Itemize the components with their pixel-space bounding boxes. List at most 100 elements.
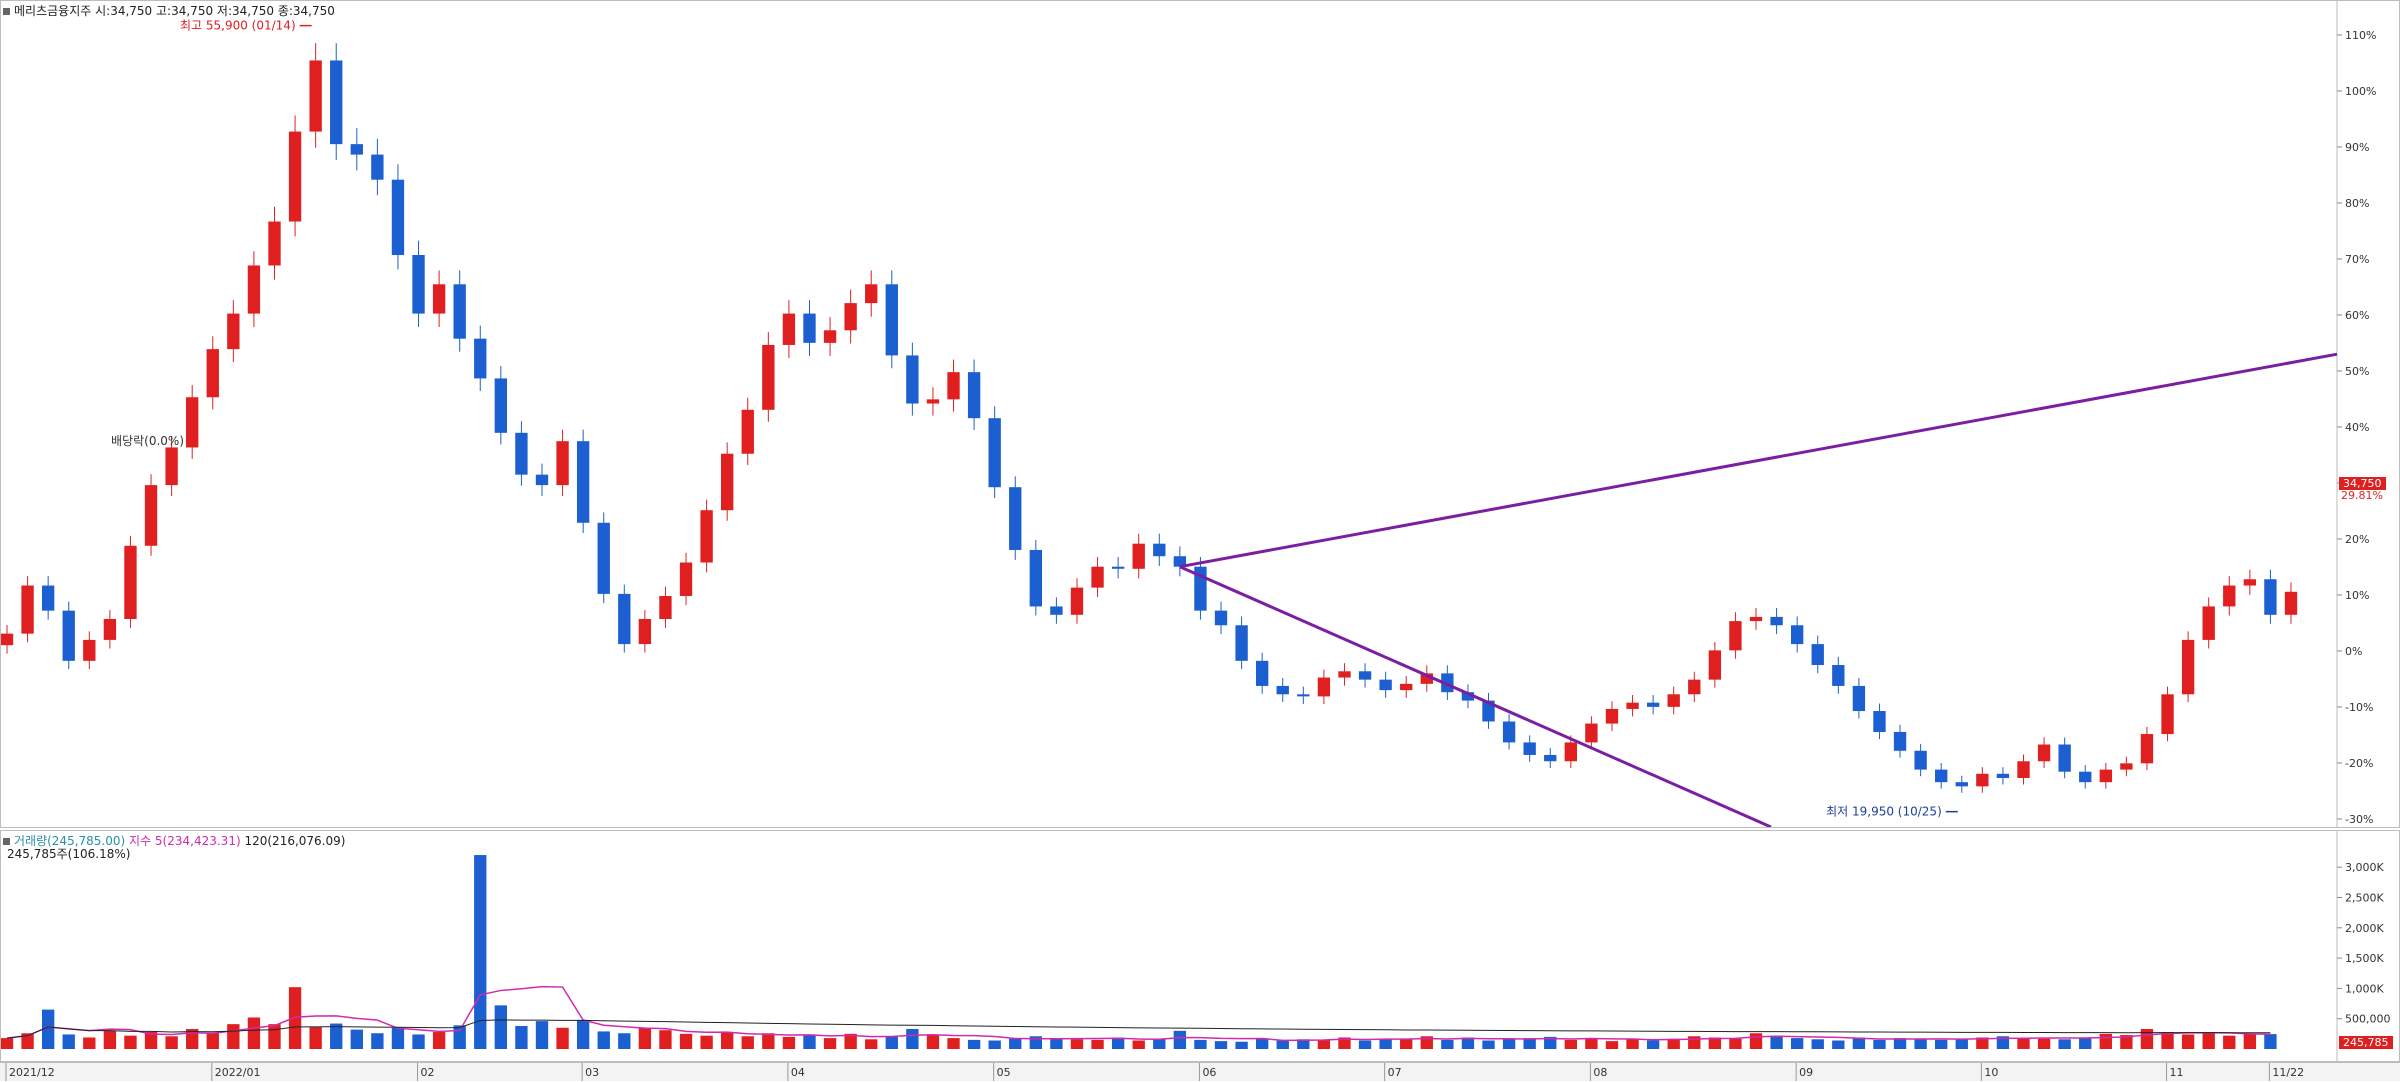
price-tick-label: 40%	[2345, 421, 2369, 434]
volume-bar	[494, 1005, 508, 1049]
candle-body	[1832, 665, 1845, 686]
volume-bar	[1420, 1036, 1433, 1049]
candle-body	[1441, 673, 1454, 693]
candle-body	[1153, 543, 1166, 557]
volume-bar	[1029, 1036, 1043, 1049]
candle-body	[515, 432, 528, 475]
volume-bar	[597, 1031, 610, 1049]
candle-body	[906, 355, 919, 404]
candle-body	[1873, 711, 1886, 732]
candle-body	[926, 399, 940, 404]
price-tick-label: -20%	[2345, 757, 2373, 770]
volume-bar	[1688, 1036, 1701, 1049]
candle-body	[186, 397, 199, 448]
candle-body	[1029, 549, 1043, 607]
candle-body	[885, 284, 898, 356]
volume-bar	[1, 1038, 14, 1049]
candle-body	[1729, 621, 1742, 651]
volume-tick-label: 1,000K	[2345, 982, 2384, 995]
candle-body	[988, 418, 1001, 488]
candle-body	[1420, 673, 1433, 684]
volume-bar	[659, 1030, 672, 1049]
volume-bar	[1276, 1040, 1289, 1049]
candle-body	[1255, 660, 1269, 686]
volume-bar	[1955, 1039, 1968, 1049]
volume-header: 거래량(245,785.00) 지수 5(234,423.31) 120(216…	[3, 832, 345, 849]
candle-body	[741, 409, 754, 454]
price-chart: 110%100%90%80%70%60%50%40%30%20%10%0%-10…	[1, 1, 2376, 827]
candle-body	[2099, 769, 2112, 783]
current-change-label: 29.81%	[2341, 489, 2383, 502]
volume-bar	[926, 1035, 940, 1049]
candle-body	[1173, 556, 1187, 567]
volume-bar	[1790, 1038, 1804, 1049]
candle-body	[1502, 721, 1516, 743]
candle-body	[2284, 591, 2298, 615]
volume-bar	[2058, 1039, 2071, 1049]
volume-bar	[2079, 1037, 2092, 1049]
volume-tick-label: 1,500K	[2345, 952, 2384, 965]
price-tick-label: 60%	[2345, 309, 2369, 322]
candle-body	[21, 585, 34, 634]
current-price-box: 34,750	[2339, 477, 2386, 490]
volume-bar	[288, 987, 302, 1049]
upper-trend-line	[1179, 352, 2338, 569]
volume-bar	[2181, 1034, 2195, 1049]
stock-name: 메리츠금융지주	[14, 4, 92, 18]
candle-body	[1688, 679, 1701, 695]
candle-body	[2120, 763, 2133, 770]
volume-bar	[412, 1034, 425, 1049]
volume-bar	[165, 1036, 178, 1049]
price-tick-label: 90%	[2345, 141, 2369, 154]
candle-body	[1708, 650, 1722, 680]
candle-body	[1585, 723, 1598, 743]
volume-bar	[741, 1036, 754, 1049]
candle-body	[762, 344, 775, 410]
candle-body	[1893, 731, 1907, 751]
candle-body	[247, 265, 261, 314]
volume-bar	[1585, 1038, 1598, 1049]
candle-body	[2223, 585, 2236, 607]
candle-body	[474, 338, 487, 379]
volume-bar	[2161, 1032, 2174, 1049]
low-label: 저:34,750	[216, 4, 274, 18]
panel-marker-icon	[3, 838, 10, 845]
volume-bar	[1770, 1035, 1783, 1049]
candle-body	[2140, 734, 2154, 764]
volume-bar	[103, 1030, 117, 1049]
volume-bar	[1214, 1041, 1228, 1049]
volume-bar	[803, 1035, 816, 1049]
candle-body	[1070, 587, 1084, 615]
volume-bar	[83, 1037, 96, 1049]
volume-tick-label: 500,000	[2345, 1013, 2391, 1026]
volume-panel[interactable]: 거래량(245,785.00) 지수 5(234,423.31) 120(216…	[0, 830, 2400, 1062]
candle-body	[1276, 685, 1289, 695]
candle-body	[62, 610, 75, 661]
candle-body	[1111, 566, 1125, 569]
candle-body	[1914, 750, 1927, 770]
candle-body	[1646, 702, 1660, 707]
volume-tick-label: 3,000K	[2345, 861, 2384, 874]
price-tick-label: -30%	[2345, 813, 2373, 826]
candle-body	[165, 447, 178, 486]
candle-body	[432, 284, 446, 314]
candle-body	[659, 595, 672, 619]
volume-bar	[1811, 1039, 1824, 1049]
date-tick-label: 2022/01	[215, 1066, 261, 1079]
price-panel[interactable]: 메리츠금융지주 시:34,750 고:34,750 저:34,750 종:34,…	[0, 0, 2400, 828]
price-tick-label: 0%	[2345, 645, 2362, 658]
volume-bar	[638, 1028, 652, 1049]
volume-bar	[1379, 1038, 1392, 1049]
volume-bar	[1050, 1038, 1063, 1049]
volume-bar	[1523, 1038, 1536, 1049]
volume-bar	[1111, 1037, 1125, 1049]
candle-body	[1996, 773, 2010, 778]
candle-body	[41, 585, 55, 611]
volume-bar	[823, 1038, 837, 1049]
volume-bar	[885, 1036, 898, 1049]
candle-body	[1605, 708, 1619, 724]
candle-body	[2202, 606, 2215, 640]
volume-bar	[1502, 1039, 1516, 1049]
price-tick-label: 80%	[2345, 197, 2369, 210]
candle-body	[844, 303, 857, 331]
